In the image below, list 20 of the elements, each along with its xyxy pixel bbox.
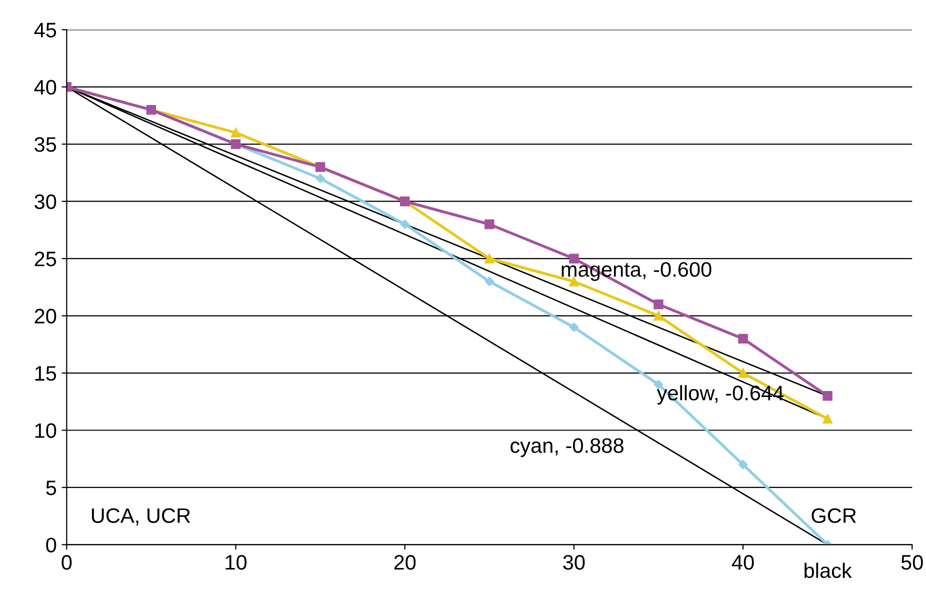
y-tick-label: 10	[35, 423, 56, 438]
y-tick-label: 45	[34, 22, 56, 38]
x-tick-label: 50	[901, 554, 923, 570]
y-tick-label: 15	[35, 366, 56, 381]
x-tick-label: 0	[62, 554, 72, 570]
annotation: cyan, -0.888	[510, 438, 624, 458]
x-tick-label: 40	[732, 554, 754, 570]
y-tick-label: 5	[46, 480, 56, 496]
y-tick-label: 35	[34, 137, 56, 152]
y-tick-label: 25	[34, 252, 56, 266]
y-tick-label: 0	[46, 538, 56, 552]
x-axis-title: black	[804, 562, 852, 578]
x-tick-label: 30	[563, 554, 585, 570]
y-tick-label: 20	[34, 308, 56, 324]
annotation: UCA, UCR	[92, 508, 190, 526]
y-tick-label: 40	[34, 80, 56, 95]
x-tick-label: 10	[226, 554, 247, 570]
x-tick-label: 20	[394, 554, 416, 570]
y-tick-label: 30	[34, 194, 56, 210]
annotation: GCR	[812, 508, 856, 523]
